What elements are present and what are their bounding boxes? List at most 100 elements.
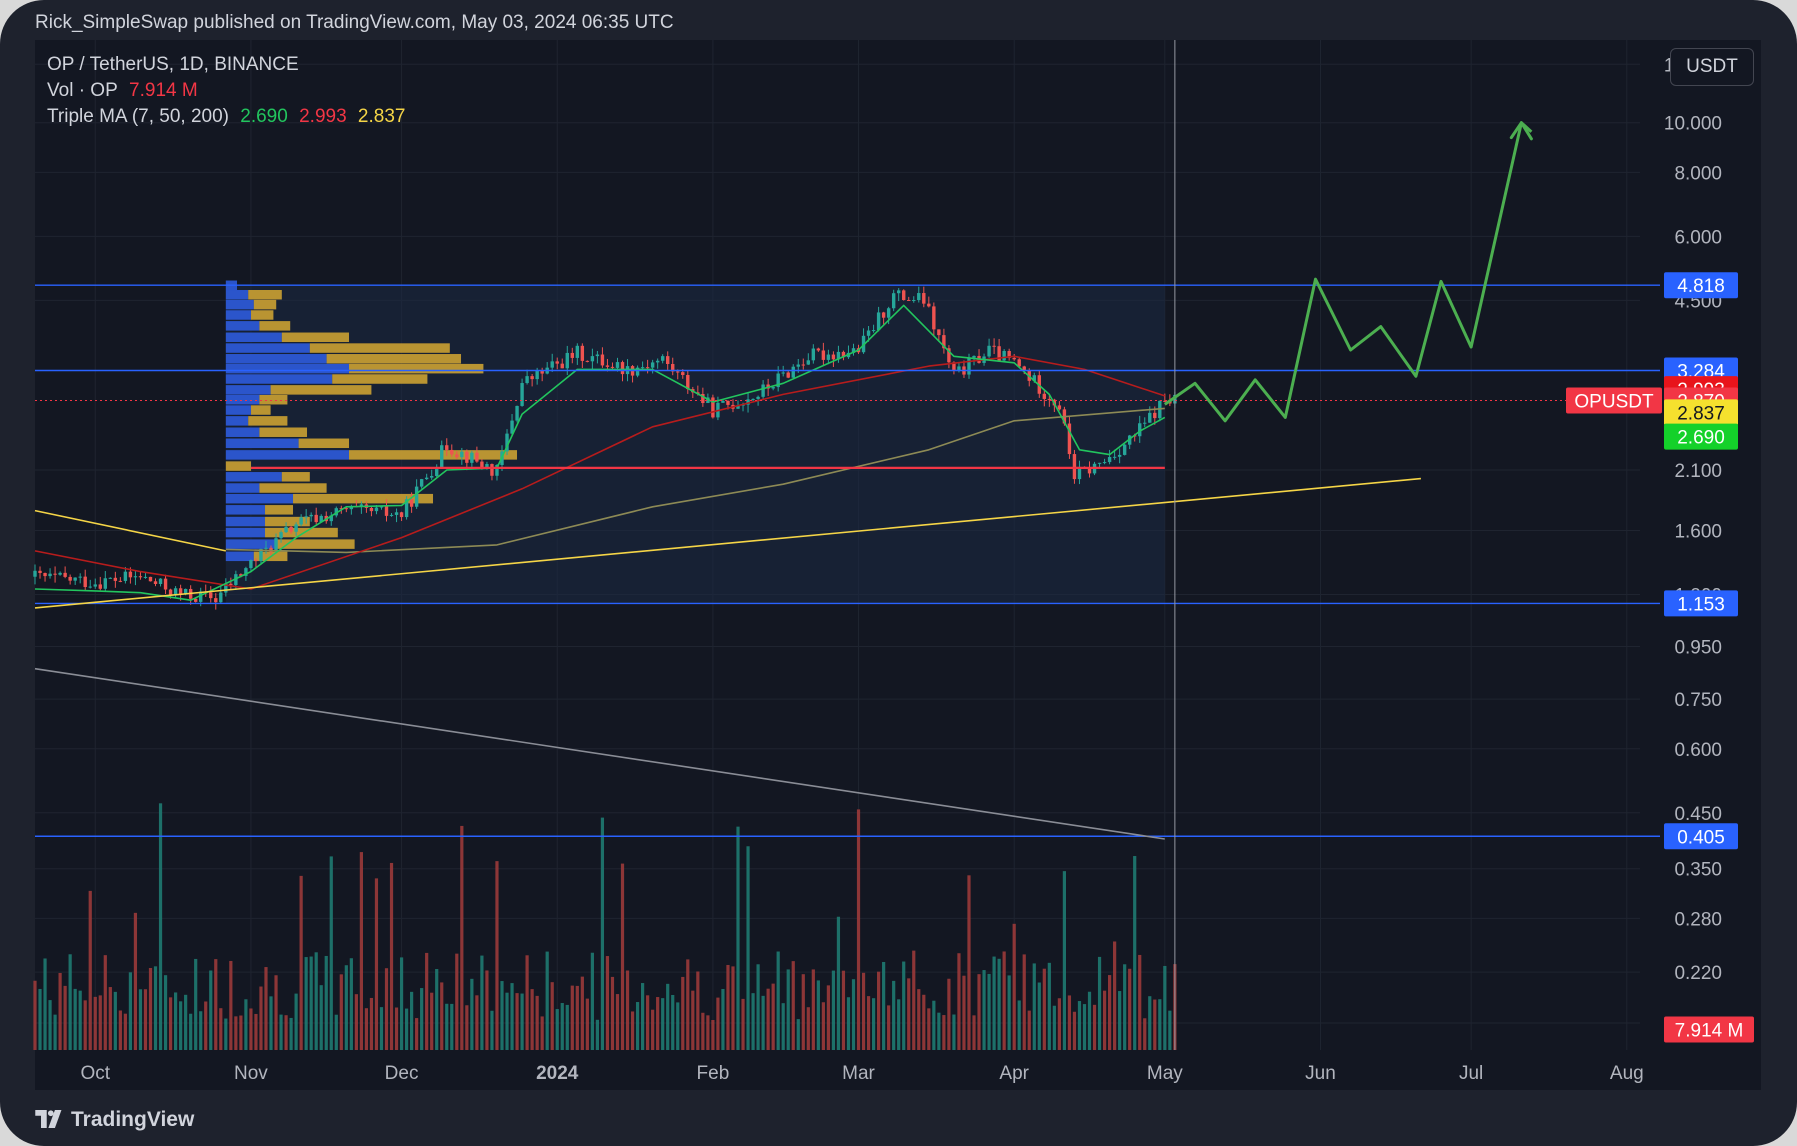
candle-body[interactable]: [329, 515, 333, 522]
candle-body[interactable]: [460, 451, 464, 458]
candle-body[interactable]: [33, 570, 37, 577]
price-badge[interactable]: [1664, 423, 1738, 450]
trend-line[interactable]: [34, 509, 226, 552]
candle-body[interactable]: [1107, 457, 1112, 463]
candle-body[interactable]: [1117, 454, 1122, 457]
candle-body[interactable]: [249, 559, 253, 569]
candle-body[interactable]: [746, 399, 750, 405]
candle-body[interactable]: [73, 577, 77, 581]
candle-body[interactable]: [836, 351, 841, 360]
candle-body[interactable]: [540, 370, 544, 374]
candle-body[interactable]: [214, 598, 218, 603]
candle-body[interactable]: [294, 524, 298, 532]
candle-body[interactable]: [635, 367, 640, 376]
candle-body[interactable]: [555, 361, 559, 364]
candle-body[interactable]: [967, 357, 971, 375]
candle-body[interactable]: [535, 370, 539, 380]
candle-body[interactable]: [108, 577, 113, 579]
candle-body[interactable]: [972, 355, 976, 358]
candle-body[interactable]: [138, 576, 143, 578]
candle-body[interactable]: [339, 508, 344, 510]
candle-body[interactable]: [279, 532, 283, 539]
price-badge[interactable]: [1664, 823, 1738, 850]
candle-body[interactable]: [590, 356, 595, 362]
candle-body[interactable]: [1057, 405, 1062, 410]
candle-body[interactable]: [922, 293, 926, 304]
candle-body[interactable]: [1102, 462, 1107, 464]
candle-body[interactable]: [98, 584, 102, 589]
candle-body[interactable]: [43, 572, 47, 577]
legend-symbol-row[interactable]: OP / TetherUS, 1D, BINANCE: [47, 52, 411, 78]
candle-body[interactable]: [851, 348, 856, 353]
candle-body[interactable]: [756, 396, 760, 399]
candle-body[interactable]: [736, 405, 740, 409]
candle-body[interactable]: [701, 393, 705, 404]
candle-body[interactable]: [640, 367, 645, 369]
trend-line[interactable]: [34, 477, 1421, 609]
candle-body[interactable]: [645, 367, 650, 369]
candle-body[interactable]: [239, 574, 243, 576]
candle-body[interactable]: [450, 449, 454, 455]
ma200-line[interactable]: [225, 407, 1165, 554]
candle-body[interactable]: [681, 372, 685, 375]
ma50-line[interactable]: [34, 355, 1166, 590]
candle-body[interactable]: [58, 572, 62, 575]
candle-body[interactable]: [1163, 400, 1167, 402]
candle-body[interactable]: [53, 573, 57, 575]
candle-body[interactable]: [575, 345, 580, 358]
candle-body[interactable]: [349, 506, 354, 510]
candle-body[interactable]: [455, 454, 459, 458]
candle-body[interactable]: [274, 538, 278, 552]
candle-body[interactable]: [786, 372, 790, 378]
candle-body[interactable]: [706, 397, 710, 404]
candle-body[interactable]: [88, 586, 92, 588]
tradingview-brand[interactable]: TradingView: [35, 1106, 194, 1134]
candle-body[interactable]: [917, 293, 921, 301]
candle-body[interactable]: [781, 372, 785, 374]
candle-body[interactable]: [419, 479, 424, 487]
candle-body[interactable]: [1138, 423, 1142, 437]
candle-body[interactable]: [615, 362, 620, 368]
price-badge[interactable]: [1664, 1016, 1754, 1043]
legend-ma-row[interactable]: Triple MA (7, 50, 200) 2.690 2.993 2.837: [47, 104, 411, 130]
candle-body[interactable]: [475, 452, 479, 462]
candle-body[interactable]: [937, 329, 941, 336]
candle-body[interactable]: [1097, 462, 1102, 464]
candle-body[interactable]: [510, 420, 514, 434]
candle-body[interactable]: [118, 580, 123, 582]
candle-body[interactable]: [1148, 412, 1152, 423]
candle-body[interactable]: [550, 361, 554, 368]
candle-body[interactable]: [620, 362, 625, 375]
candle-body[interactable]: [791, 366, 795, 378]
candle-body[interactable]: [1153, 412, 1157, 419]
candle-body[interactable]: [671, 364, 675, 372]
candle-body[interactable]: [565, 352, 569, 369]
candle-body[interactable]: [1017, 359, 1021, 367]
candle-body[interactable]: [209, 592, 213, 599]
candle-body[interactable]: [841, 351, 846, 358]
candle-body[interactable]: [394, 512, 399, 515]
candle-body[interactable]: [881, 312, 886, 318]
candle-body[interactable]: [686, 374, 690, 390]
candle-body[interactable]: [580, 345, 585, 361]
candle-body[interactable]: [319, 515, 323, 523]
candle-body[interactable]: [650, 362, 655, 368]
candle-body[interactable]: [289, 526, 293, 532]
candle-body[interactable]: [997, 346, 1001, 361]
candle-body[interactable]: [520, 383, 524, 406]
candle-body[interactable]: [525, 376, 529, 384]
candle-body[interactable]: [1042, 393, 1047, 399]
candle-body[interactable]: [811, 348, 816, 361]
candle-body[interactable]: [942, 335, 946, 349]
candle-body[interactable]: [585, 360, 590, 362]
candle-body[interactable]: [399, 512, 404, 518]
candle-body[interactable]: [871, 330, 876, 332]
candle-body[interactable]: [927, 303, 931, 307]
candle-body[interactable]: [902, 290, 906, 301]
candle-body[interactable]: [595, 354, 600, 357]
candle-body[interactable]: [158, 578, 163, 584]
candle-body[interactable]: [1122, 444, 1127, 455]
candle-body[interactable]: [369, 507, 374, 512]
candle-body[interactable]: [505, 433, 509, 452]
